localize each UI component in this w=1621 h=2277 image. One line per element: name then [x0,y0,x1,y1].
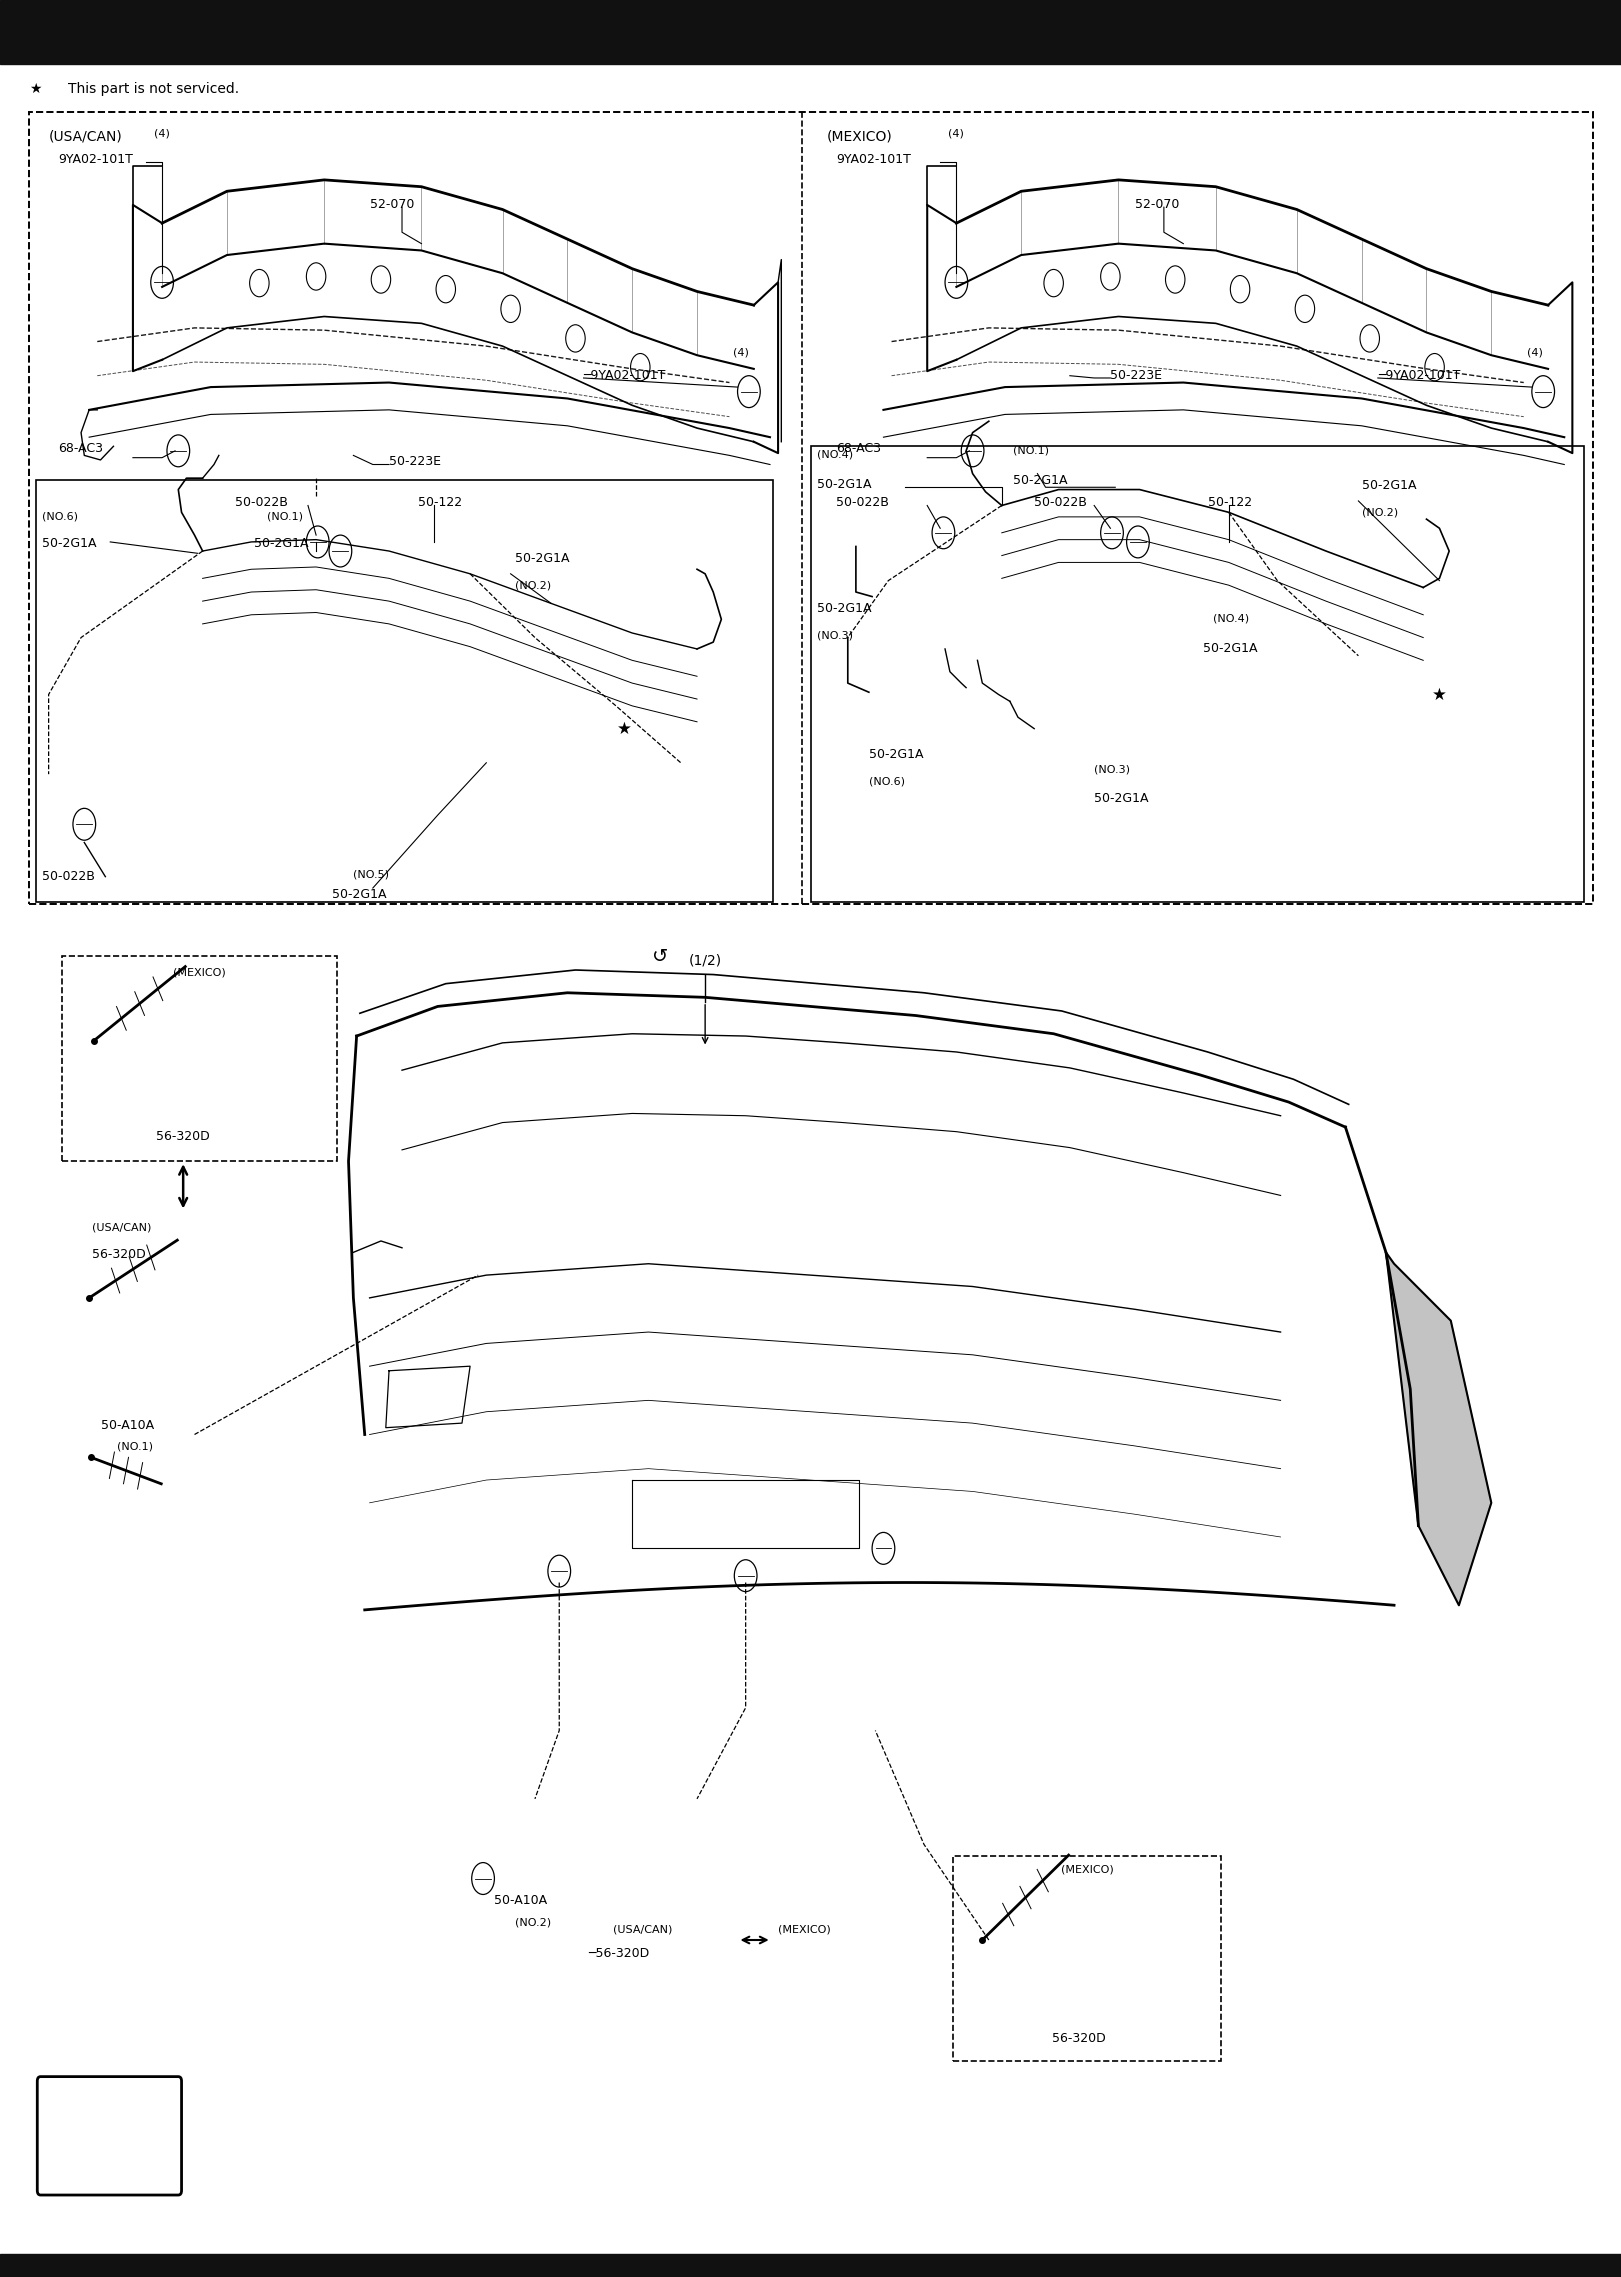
Text: 52-070: 52-070 [1135,198,1178,212]
Text: 56-320D: 56-320D [92,1248,146,1261]
Text: 50-2G1A: 50-2G1A [817,601,872,615]
Text: 50-223E: 50-223E [389,455,441,469]
Text: (USA/CAN): (USA/CAN) [92,1223,152,1232]
Text: 52-070: 52-070 [370,198,413,212]
Text: 68-AC3: 68-AC3 [58,442,104,455]
Text: 50-2G1A: 50-2G1A [332,888,387,902]
Text: (4): (4) [733,348,749,357]
Bar [36,480,773,902]
Text: (NO.4): (NO.4) [1213,615,1248,624]
Text: (4): (4) [154,130,170,139]
Text: (NO.6): (NO.6) [42,512,78,521]
Text: (NO.2): (NO.2) [515,1917,551,1926]
Text: ★: ★ [29,82,42,96]
Bar [0,2254,1621,2277]
Text: (4): (4) [1527,348,1543,357]
Text: This part is not serviced.: This part is not serviced. [68,82,240,96]
Text: (NO.4): (NO.4) [817,451,853,460]
Text: 50-A10A: 50-A10A [494,1894,548,1908]
Text: 50-2G1A: 50-2G1A [42,537,97,551]
Text: (MEXICO): (MEXICO) [778,1924,832,1933]
Text: (4): (4) [948,130,964,139]
Text: (NO.1): (NO.1) [267,512,303,521]
Bar [953,1856,1221,2061]
Text: 50-2G1A: 50-2G1A [1094,792,1149,806]
Text: 68-AC3: 68-AC3 [836,442,882,455]
Text: 50-022B: 50-022B [836,496,890,510]
Text: (MEXICO): (MEXICO) [173,968,225,977]
Text: 9YA02-101T: 9YA02-101T [58,153,133,166]
Text: ↺: ↺ [652,947,668,965]
Text: (NO.6): (NO.6) [869,776,905,786]
Text: 50-122: 50-122 [418,496,462,510]
Text: 9YA02-101T: 9YA02-101T [836,153,911,166]
Text: (NO.1): (NO.1) [117,1441,152,1450]
Text: (USA/CAN): (USA/CAN) [49,130,122,143]
Text: (NO.3): (NO.3) [817,631,853,640]
Bar [29,112,1593,904]
Text: ★: ★ [1431,685,1448,704]
Text: 56-320D: 56-320D [156,1129,211,1143]
Text: (NO.5): (NO.5) [353,870,389,879]
Bar [62,956,337,1161]
Text: ─56-320D: ─56-320D [588,1947,650,1960]
Text: FWD: FWD [91,2129,130,2143]
Text: 50-022B: 50-022B [1034,496,1088,510]
Text: (MEXICO): (MEXICO) [827,130,893,143]
Text: (NO.2): (NO.2) [1362,508,1397,517]
Text: (NO.1): (NO.1) [1013,446,1049,455]
Text: ─9YA02-101T: ─9YA02-101T [584,369,666,383]
Bar [810,446,1584,902]
Text: 50-2G1A: 50-2G1A [817,478,872,492]
Text: ─9YA02-101T: ─9YA02-101T [1378,369,1461,383]
Text: 50-2G1A: 50-2G1A [1203,642,1258,656]
Text: 50-2G1A: 50-2G1A [515,551,571,565]
Text: 50-122: 50-122 [1208,496,1251,510]
Text: 50-2G1A: 50-2G1A [254,537,310,551]
Text: 56-320D: 56-320D [1052,2031,1106,2045]
FancyBboxPatch shape [37,2077,182,2195]
Text: (NO.2): (NO.2) [515,581,551,590]
Text: 50-022B: 50-022B [235,496,289,510]
Text: (1/2): (1/2) [689,954,721,968]
Text: 50-022B: 50-022B [42,870,96,883]
Bar [0,0,1621,64]
Text: ★: ★ [616,720,632,738]
Text: (MEXICO): (MEXICO) [1060,1865,1114,1874]
Text: 50-223E: 50-223E [1110,369,1162,383]
Polygon shape [1386,1252,1491,1605]
Text: 50-2G1A: 50-2G1A [1013,474,1068,487]
Text: 50-2G1A: 50-2G1A [1362,478,1417,492]
Text: (NO.3): (NO.3) [1094,765,1130,774]
Text: 50-A10A: 50-A10A [101,1419,154,1432]
Text: 50-2G1A: 50-2G1A [869,747,924,761]
Text: (USA/CAN): (USA/CAN) [613,1924,673,1933]
